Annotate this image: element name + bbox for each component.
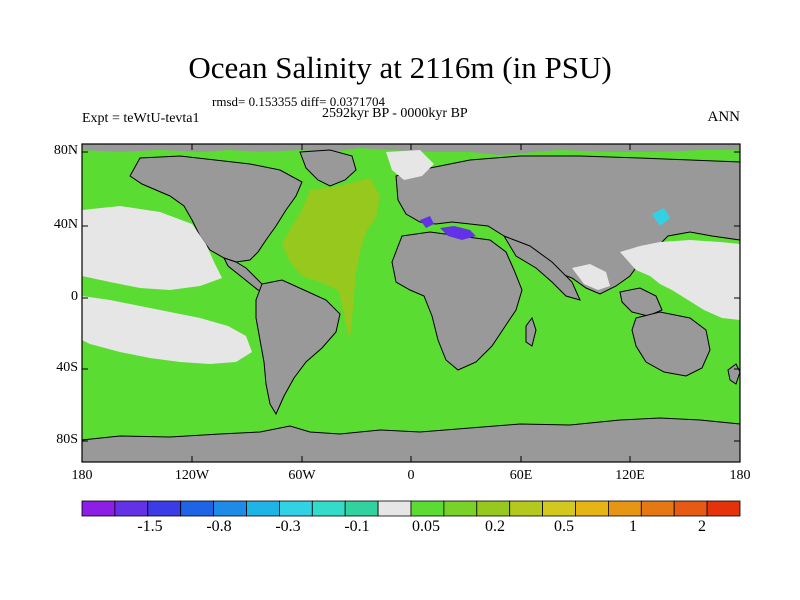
colorbar-swatch <box>673 500 708 517</box>
y-tick-80n: 80N <box>53 143 78 158</box>
y-tick-80s: 80S <box>56 432 78 447</box>
x-tick-180e: 180 <box>729 468 751 483</box>
colorbar-swatch <box>443 500 478 517</box>
colorbar-label: 0.05 <box>412 518 440 535</box>
y-tick-40s: 40S <box>56 360 78 375</box>
colorbar-label: -0.8 <box>206 518 232 535</box>
atlantic-positive-tongue <box>282 178 380 340</box>
land-africa <box>391 231 523 371</box>
land-antarctica <box>81 417 741 463</box>
colorbar-swatch <box>278 500 313 517</box>
plot-title: Ocean Salinity at 2116m (in PSU) <box>188 50 612 85</box>
x-tick-180w: 180 <box>71 468 93 483</box>
land-north-america <box>129 155 303 263</box>
x-tick-0: 0 <box>407 468 415 483</box>
experiment-label: Expt = teWtU-tevta1 <box>82 111 200 126</box>
colorbar-swatch <box>81 500 116 517</box>
colorbar-label: 2 <box>698 518 706 535</box>
colorbar-swatch <box>608 500 642 517</box>
colorbar-swatch <box>377 500 412 517</box>
land-south-america <box>255 279 341 416</box>
x-tick-120e: 120E <box>615 468 645 483</box>
pacific-near-zero-west <box>620 240 740 320</box>
colorbar-swatch <box>246 500 280 517</box>
colorbar-swatch <box>410 500 445 517</box>
colorbar-label: 1 <box>629 518 637 535</box>
pacific-near-zero-east <box>82 296 252 364</box>
colorbar-label: -0.1 <box>344 518 370 535</box>
colorbar <box>81 500 741 517</box>
colorbar-swatch <box>509 500 544 517</box>
colorbar-label: 0.2 <box>485 518 505 535</box>
arctic-near-zero <box>386 150 434 180</box>
colorbar-swatch <box>147 500 182 517</box>
y-tick-40n: 40N <box>53 217 78 232</box>
colorbar-swatch <box>575 500 609 517</box>
colorbar-label: -1.5 <box>137 518 163 535</box>
y-tick-0: 0 <box>71 289 78 304</box>
colorbar-label: -0.3 <box>275 518 301 535</box>
x-tick-120w: 120W <box>174 468 210 483</box>
colorbar-swatch <box>706 500 741 517</box>
mediterranean-negative <box>420 216 476 240</box>
colorbar-swatch <box>344 500 379 517</box>
pacific-near-zero-north <box>82 206 222 290</box>
land-greenland <box>299 149 357 187</box>
x-tick-60e: 60E <box>509 468 533 483</box>
land-australia <box>631 311 711 377</box>
x-tick-60w: 60W <box>288 468 316 483</box>
colorbar-swatch <box>311 500 346 517</box>
period-text: 2592kyr BP - 0000kyr BP <box>322 106 468 121</box>
stats-text: rmsd= 0.153355 diff= 0.0371704 <box>212 94 385 109</box>
colorbar-label: 0.5 <box>554 518 574 535</box>
colorbar-swatch <box>542 500 576 517</box>
land-arabia-india <box>502 235 581 301</box>
land-eurasia <box>395 155 741 295</box>
atlantic-near-zero-south <box>572 264 610 290</box>
colorbar-swatch <box>476 500 511 517</box>
land-madagascar <box>525 316 537 347</box>
colorbar-swatch <box>213 500 247 517</box>
japan-sea-negative <box>652 208 670 226</box>
colorbar-swatch <box>114 500 149 517</box>
colorbar-swatch <box>640 500 675 517</box>
colorbar-swatch <box>180 500 214 517</box>
season-label: ANN <box>707 109 741 125</box>
